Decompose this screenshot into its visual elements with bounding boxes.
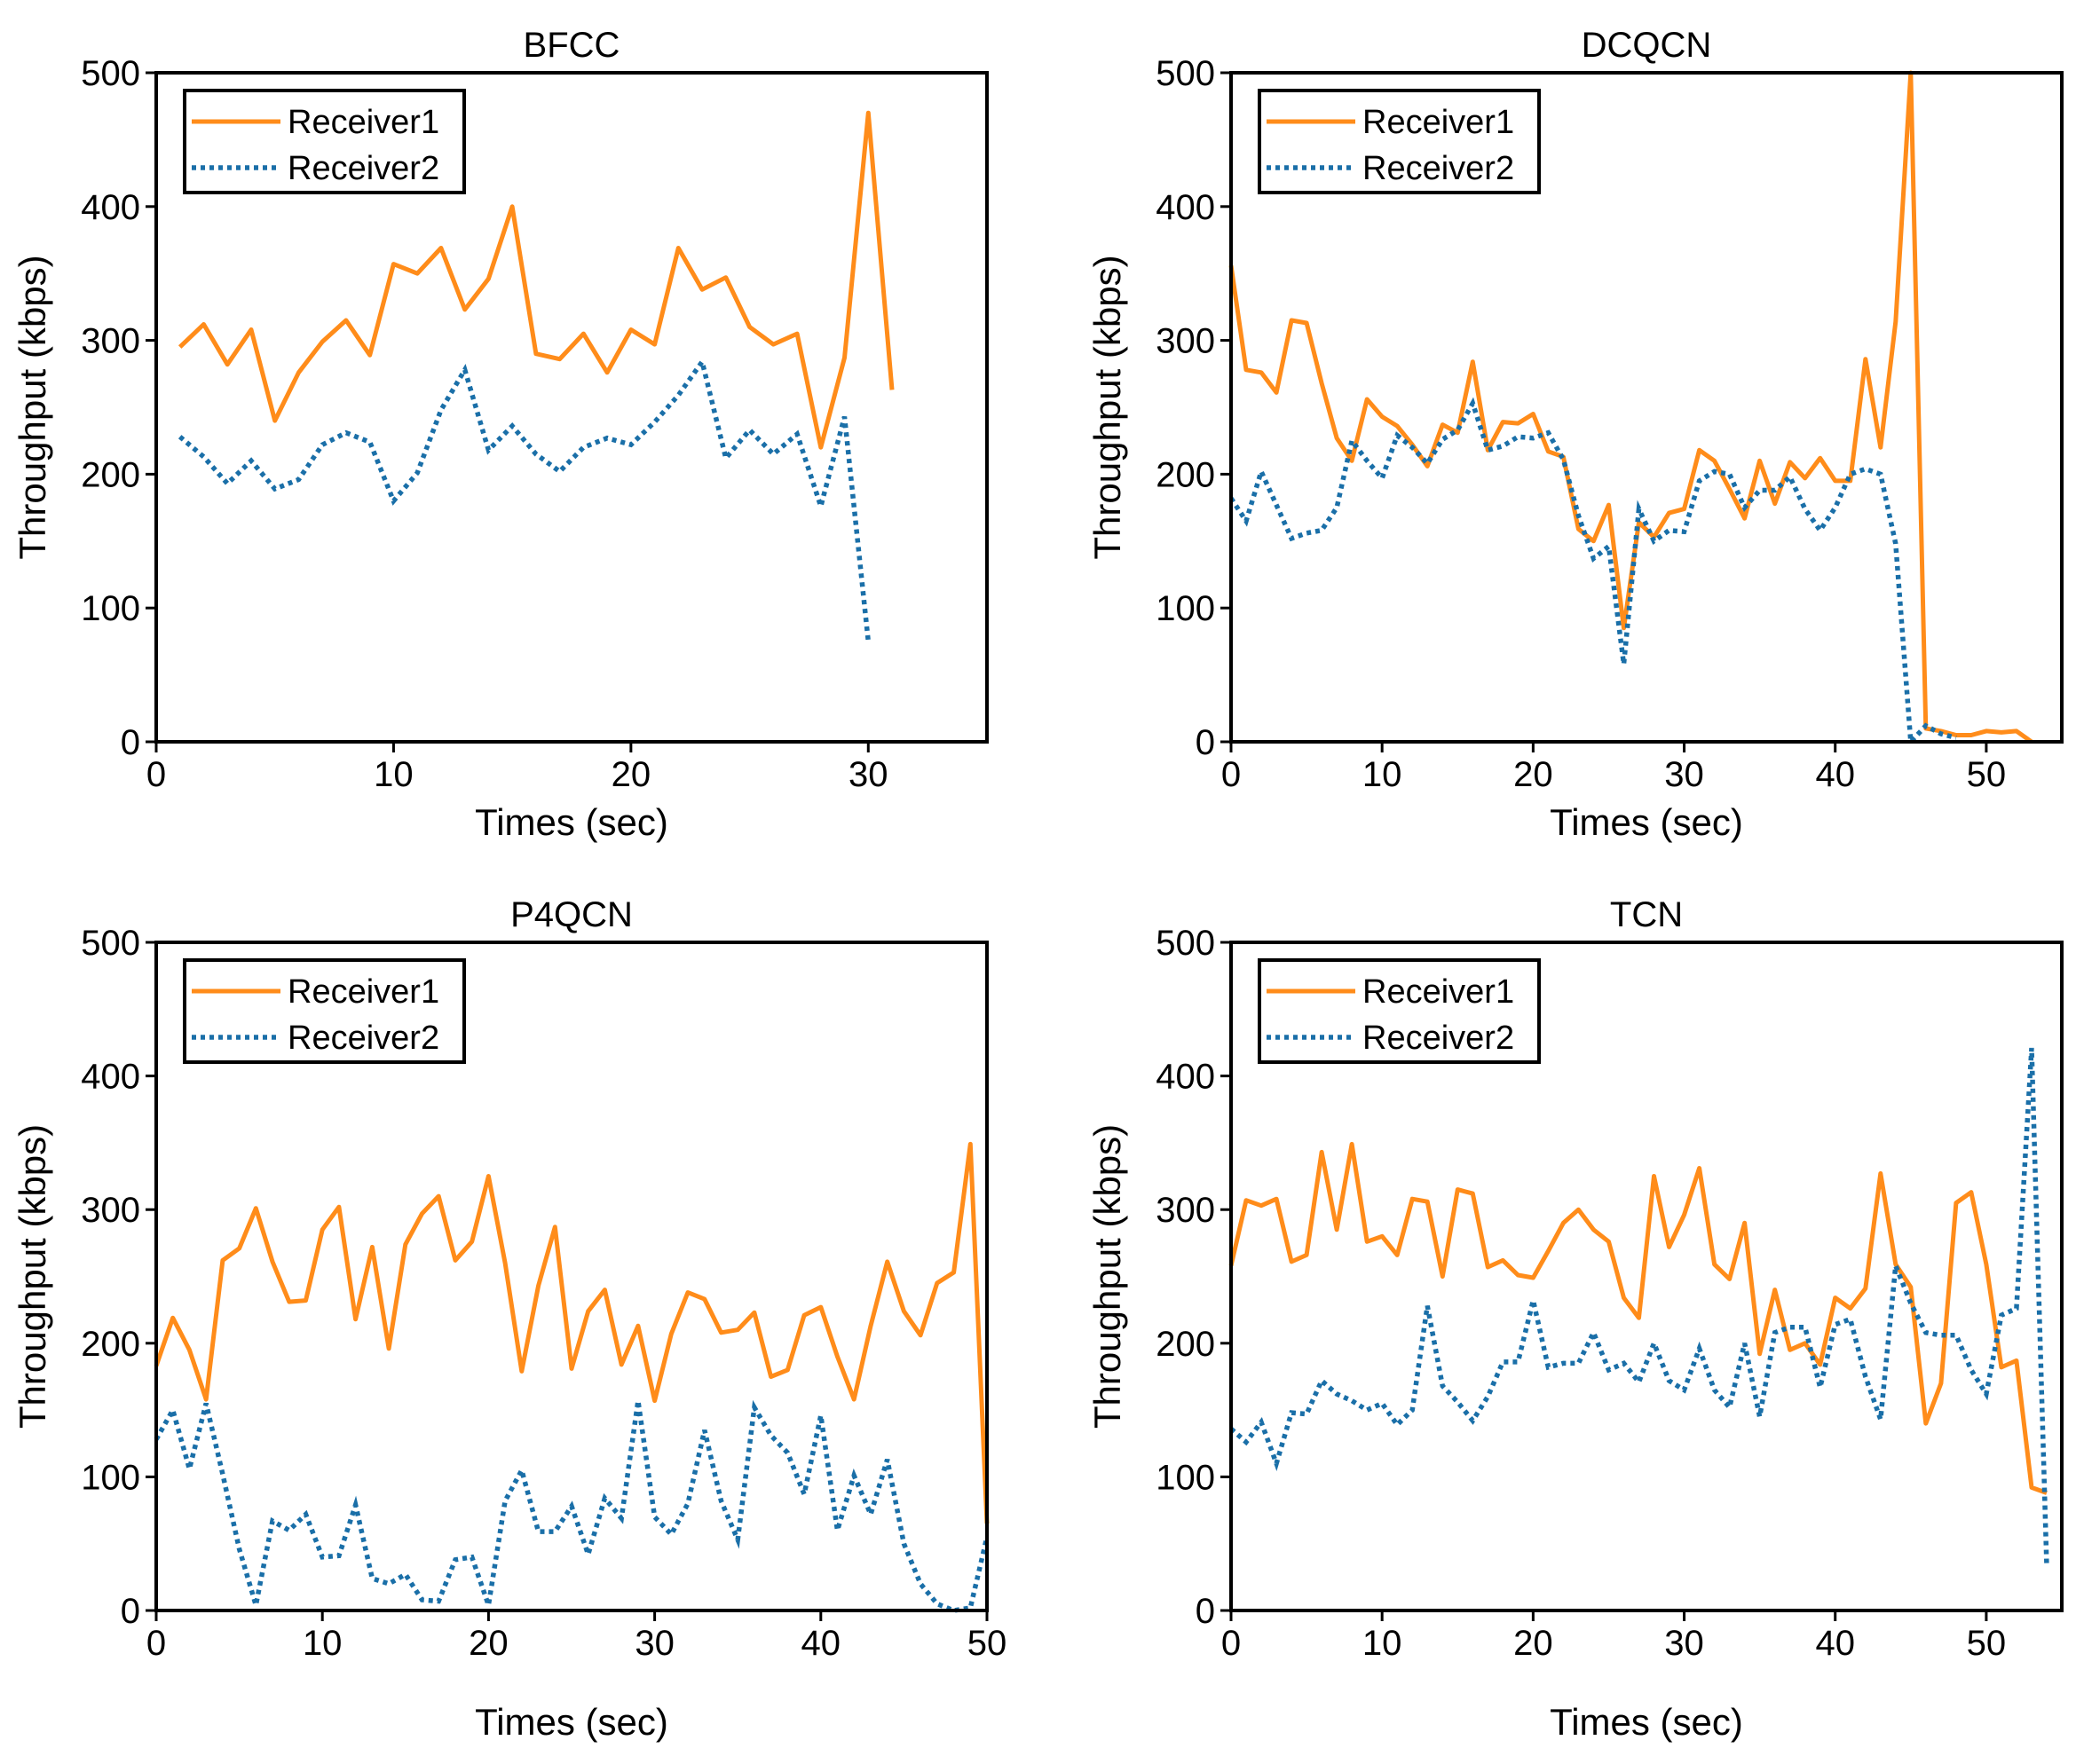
legend-box [183,958,466,1064]
legend-label-receiver2: Receiver2 [1362,1020,1514,1057]
legend-box [1258,958,1541,1064]
x-axis-label: Times (sec) [475,801,668,843]
x-tick-label: 50 [967,1624,1007,1663]
x-tick-label: 50 [1967,1624,2007,1663]
y-tick-label: 400 [81,1058,140,1097]
series-line-receiver2 [1229,1047,2049,1567]
legend-label-receiver2: Receiver2 [288,150,439,187]
x-axis-label: Times (sec) [475,1701,668,1743]
y-tick-label: 300 [81,322,140,361]
legend-label-receiver1: Receiver1 [288,973,439,1011]
legend-box [1258,89,1541,194]
x-tick-label: 50 [1967,755,2007,794]
x-tick-label: 10 [303,1624,343,1663]
y-axis-label: Throughput (kbps) [1086,255,1128,559]
y-tick-label: 100 [81,1458,140,1497]
y-tick-label: 0 [1196,723,1215,762]
x-axis-label: Times (sec) [1550,1701,1743,1743]
plot-frame-overlay [154,71,989,744]
y-axis-label: Throughput (kbps) [12,1124,53,1429]
x-tick-label: 0 [1221,755,1241,794]
y-tick-label: 100 [1156,1458,1215,1497]
y-tick-label: 0 [121,1592,140,1631]
x-tick-label: 20 [1513,755,1553,794]
y-tick-label: 400 [1156,1058,1215,1097]
y-tick-label: 300 [1156,322,1215,361]
x-tick-label: 10 [1362,755,1402,794]
y-axis-label: Throughput (kbps) [12,255,53,559]
chart-title: P4QCN [510,895,633,934]
y-tick-label: 500 [1156,924,1215,963]
x-tick-label: 20 [1513,1624,1553,1663]
y-tick-label: 100 [81,589,140,628]
y-tick-label: 500 [81,924,140,963]
series-line-receiver2 [1228,397,1957,748]
y-tick-label: 500 [1156,54,1215,93]
chart-title: TCN [1610,895,1683,934]
series-line-receiver1 [1228,70,2033,744]
chart-title: DCQCN [1582,26,1712,65]
plot-frame-overlay [1229,71,2064,744]
x-tick-label: 20 [612,755,651,794]
y-tick-label: 400 [1156,188,1215,227]
series-line-receiver2 [154,1399,990,1613]
legend-box [183,89,466,194]
x-tick-label: 30 [1664,755,1704,794]
y-axis-label: Throughput (kbps) [1086,1124,1128,1429]
x-tick-label: 40 [1815,755,1855,794]
chart-panel-p4qcn: P4QCN Times (sec) Throughput (kbps) 0100… [12,895,1006,1743]
series-line-receiver1 [178,110,895,450]
legend-label-receiver2: Receiver2 [1362,150,1514,187]
x-tick-label: 0 [1221,1624,1241,1663]
y-tick-label: 200 [81,1325,140,1364]
x-tick-label: 40 [801,1624,841,1663]
plot-frame-overlay [1229,941,2064,1612]
chart-panel-tcn: TCN Times (sec) Throughput (kbps) 010020… [1086,895,2064,1743]
y-tick-label: 400 [81,188,140,227]
x-tick-label: 10 [374,755,414,794]
legend-label-receiver2: Receiver2 [288,1020,439,1057]
y-tick-label: 200 [1156,1325,1215,1364]
y-tick-label: 300 [81,1191,140,1230]
chart-panel-bfcc: BFCC Times (sec) Throughput (kbps) 01002… [12,26,989,843]
y-tick-label: 0 [1196,1592,1215,1631]
y-tick-label: 200 [81,455,140,494]
y-tick-label: 300 [1156,1191,1215,1230]
x-tick-label: 0 [146,1624,166,1663]
series-line-receiver2 [178,356,872,642]
y-tick-label: 500 [81,54,140,93]
x-axis-label: Times (sec) [1550,801,1743,843]
chart-panel-dcqcn: DCQCN Times (sec) Throughput (kbps) 0100… [1086,26,2064,843]
legend-label-receiver1: Receiver1 [1362,973,1514,1011]
plot-frame-overlay [154,941,989,1612]
x-tick-label: 0 [146,755,166,794]
series-line-receiver1 [1228,1141,2048,1495]
x-tick-label: 30 [635,1624,675,1663]
y-tick-label: 100 [1156,589,1215,628]
x-tick-label: 10 [1362,1624,1402,1663]
x-tick-label: 20 [469,1624,509,1663]
series-line-receiver1 [154,1141,990,1524]
legend-label-receiver1: Receiver1 [1362,104,1514,141]
x-tick-label: 30 [849,755,888,794]
y-tick-label: 200 [1156,455,1215,494]
legend-label-receiver1: Receiver1 [288,104,439,141]
x-tick-label: 30 [1664,1624,1704,1663]
x-tick-label: 40 [1815,1624,1855,1663]
chart-title: BFCC [524,26,620,65]
y-tick-label: 0 [121,723,140,762]
